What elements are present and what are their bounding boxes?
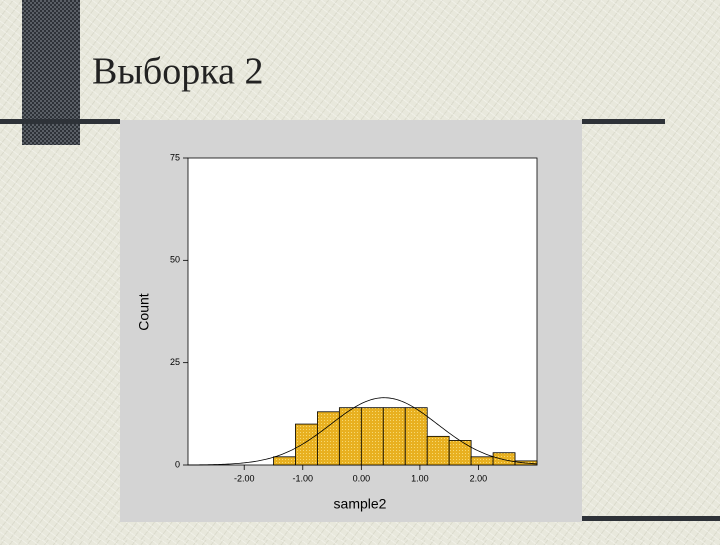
bar <box>273 456 296 466</box>
y-tick-label: 50 <box>170 255 180 265</box>
bar <box>382 407 406 466</box>
bar <box>338 407 362 466</box>
x-tick-label: 2.00 <box>470 473 488 483</box>
bar <box>492 452 516 466</box>
bar <box>360 407 384 466</box>
normal-curve <box>187 397 538 466</box>
x-axis-label: sample2 <box>334 496 387 512</box>
bar <box>295 423 318 466</box>
bar <box>470 456 494 466</box>
bar <box>448 440 472 466</box>
decor-line <box>0 119 120 124</box>
decor-line <box>582 516 720 521</box>
x-tick-label: 0.00 <box>353 473 371 483</box>
x-tick-label: -2.00 <box>234 473 255 483</box>
bar <box>426 435 450 466</box>
y-tick-label: 75 <box>170 152 180 162</box>
x-tick-label: 1.00 <box>411 473 429 483</box>
y-tick-label: 0 <box>175 459 180 469</box>
y-axis-label: Count <box>136 293 152 330</box>
slide-title: Выборка 2 <box>92 51 263 93</box>
y-tick-label: 25 <box>170 357 180 367</box>
bar <box>404 407 428 466</box>
decor-line <box>582 119 665 124</box>
x-tick-label: -1.00 <box>293 473 314 483</box>
plot: 0 25 50 75 -2.00 -1.00 0.00 1.00 2.00 <box>170 152 538 483</box>
